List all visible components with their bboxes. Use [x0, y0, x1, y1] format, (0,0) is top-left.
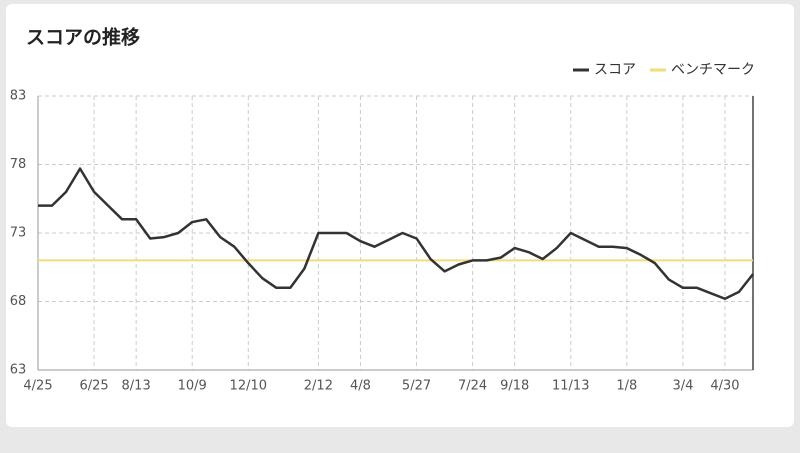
y-tick-label: 68: [10, 294, 27, 309]
x-tick-label: 7/24: [458, 379, 487, 394]
x-tick-label: 10/9: [178, 379, 207, 394]
x-tick-label: 11/13: [552, 379, 589, 394]
x-tick-label: 3/4: [672, 379, 693, 394]
x-tick-label: 4/8: [350, 379, 371, 394]
legend-label: スコア: [594, 62, 636, 78]
x-tick-label: 5/27: [402, 379, 431, 394]
legend-label: ベンチマーク: [671, 62, 755, 78]
x-tick-label: 2/12: [304, 379, 333, 394]
x-tick-label: 4/30: [710, 379, 739, 394]
x-tick-label: 12/10: [230, 379, 267, 394]
x-tick-label: 8/13: [122, 379, 151, 394]
y-tick-label: 83: [10, 89, 27, 104]
line-series: [38, 167, 754, 301]
y-tick-label: 73: [10, 226, 27, 241]
x-tick-label: 4/25: [23, 379, 52, 394]
x-tick-label: 1/8: [616, 379, 637, 394]
card: [6, 4, 794, 427]
x-tick-label: 6/25: [79, 379, 108, 394]
x-tick-label: 9/18: [500, 379, 529, 394]
chart-title: スコアの推移: [26, 26, 140, 49]
y-tick-label: 63: [10, 363, 27, 378]
y-tick-label: 78: [10, 157, 27, 172]
